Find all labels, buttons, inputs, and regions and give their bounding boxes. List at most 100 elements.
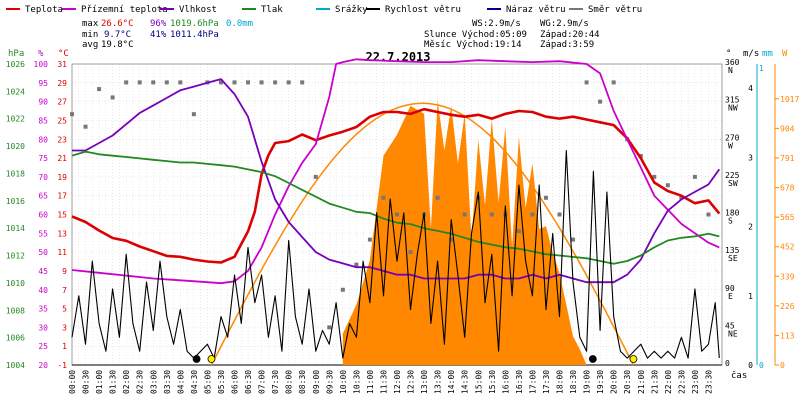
- x-tick-label: 06:00: [231, 370, 240, 394]
- celsius-tick-label: 27: [57, 98, 67, 107]
- x-tick-label: 03:00: [149, 370, 158, 394]
- x-tick-label: 03:30: [163, 370, 172, 394]
- percent-tick-label: 85: [38, 116, 48, 125]
- percent-tick-label: 75: [38, 154, 48, 163]
- solar-tick-label: 904: [780, 124, 795, 133]
- x-tick-label: 18:30: [569, 370, 578, 394]
- percent-tick-label: 65: [38, 192, 48, 201]
- celsius-tick-label: 5: [62, 305, 67, 314]
- wind-direction-point: [151, 80, 156, 85]
- solar-tick-label: 226: [780, 302, 795, 311]
- rain-axis-unit: mm: [762, 49, 773, 59]
- wind-direction-point: [327, 325, 332, 330]
- x-tick-label: 11:00: [366, 370, 375, 394]
- x-tick-label: 19:00: [583, 370, 592, 394]
- series-lines: [71, 58, 721, 359]
- wind-direction-point: [408, 250, 413, 255]
- percent-tick-label: 25: [38, 342, 48, 351]
- x-tick-label: 05:30: [217, 370, 226, 394]
- x-tick-label: 12:00: [393, 370, 402, 394]
- wind-direction-point: [286, 80, 291, 85]
- stats-avg-temp: 19.8°C: [101, 40, 134, 50]
- sun-moon-marker: [192, 355, 201, 363]
- x-tick-label: 22:30: [677, 370, 686, 394]
- stats-max-press: 1019.6hPa: [170, 19, 219, 29]
- x-tick-label: 06:30: [244, 370, 253, 394]
- rain-tick-label: 0: [759, 361, 764, 370]
- direction-name-label: W: [728, 141, 733, 150]
- percent-tick-label: 55: [38, 229, 48, 238]
- stats-max-hum: 96%: [150, 19, 167, 29]
- stats-block: max 26.6°C 96% 1019.6hPa 0.0mm min 9.7°C…: [82, 19, 253, 50]
- solar-tick-label: 339: [780, 272, 795, 281]
- hpa-tick-label: 1026: [6, 60, 25, 69]
- wind-direction-point: [218, 80, 223, 85]
- x-tick-label: 20:00: [610, 370, 619, 394]
- celsius-tick-label: 19: [57, 173, 67, 182]
- wind-direction-point: [83, 124, 88, 129]
- x-tick-label: 13:00: [420, 370, 429, 394]
- wind-direction-point: [232, 80, 237, 85]
- x-tick-label: 21:00: [637, 370, 646, 394]
- x-tick-label: 20:30: [623, 370, 632, 394]
- stats-max-temp: 26.6°C: [101, 19, 134, 29]
- percent-tick-label: 100: [34, 60, 49, 69]
- wind-tick-label: 0: [748, 361, 753, 370]
- direction-tick-label: 45: [725, 321, 735, 330]
- x-tick-label: 04:00: [176, 370, 185, 394]
- legend-label: Směr větru: [588, 5, 642, 15]
- x-tick-label: 12:30: [407, 370, 416, 394]
- stats-min-temp: 9.7°C: [104, 30, 131, 40]
- direction-name-label: NW: [728, 104, 738, 113]
- hpa-tick-label: 1020: [6, 142, 25, 151]
- axes: 1026102410221020101810161014101210101008…: [6, 58, 800, 394]
- series-line: [71, 149, 720, 359]
- wind-direction-point: [665, 183, 670, 188]
- x-tick-label: 23:00: [691, 370, 700, 394]
- wind-direction-point: [178, 80, 183, 85]
- series-line: [71, 150, 720, 265]
- wind-direction-point: [557, 212, 562, 217]
- series-line: [71, 107, 721, 264]
- info-wg: WG:2.9m/s: [540, 19, 589, 29]
- wind-direction-point: [652, 174, 657, 179]
- wind-direction-point: [516, 229, 521, 234]
- wind-direction-point: [462, 212, 467, 217]
- wind-tick-label: 2: [748, 223, 753, 232]
- direction-name-label: NE: [728, 329, 738, 338]
- direction-tick-label: 270: [725, 133, 740, 142]
- x-tick-label: 09:00: [312, 370, 321, 394]
- wind-direction-point: [110, 95, 115, 100]
- solar-tick-label: 452: [780, 243, 795, 252]
- wind-direction-point: [340, 287, 345, 292]
- x-axis-label: čas: [731, 370, 747, 381]
- legend-label: Náraz větru: [506, 5, 566, 15]
- wind-direction-point: [449, 237, 454, 242]
- stats-min-hum: 41%: [150, 30, 167, 40]
- wind-axis-unit: m/s: [743, 49, 759, 59]
- wind-direction-point: [164, 80, 169, 85]
- celsius-tick-label: 23: [57, 135, 67, 144]
- wind-direction-point: [571, 237, 576, 242]
- celsius-tick-label: 1: [62, 342, 67, 351]
- stats-rain: 0.0mm: [226, 19, 253, 29]
- direction-name-label: SW: [728, 179, 738, 188]
- stats-min-label: min: [82, 30, 98, 40]
- x-tick-label: 08:00: [285, 370, 294, 394]
- celsius-tick-label: 9: [62, 267, 67, 276]
- stats-avg-label: avg: [82, 40, 98, 50]
- legend: Teplota Přízemní teplota Vlhkost Tlak Srážky…: [6, 5, 642, 15]
- wind-direction-point: [246, 80, 251, 85]
- x-tick-label: 18:00: [556, 370, 565, 394]
- wind-direction-point: [543, 195, 548, 200]
- wind-direction-point: [598, 99, 603, 104]
- direction-name-label: S: [728, 217, 733, 226]
- x-tick-label: 10:30: [352, 370, 361, 394]
- wind-tick-label: 1: [748, 292, 753, 301]
- x-tick-label: 01:30: [109, 370, 118, 394]
- info-sun: Slunce Východ:05:09: [424, 30, 527, 40]
- wind-direction-point: [313, 174, 318, 179]
- direction-tick-label: 90: [725, 284, 735, 293]
